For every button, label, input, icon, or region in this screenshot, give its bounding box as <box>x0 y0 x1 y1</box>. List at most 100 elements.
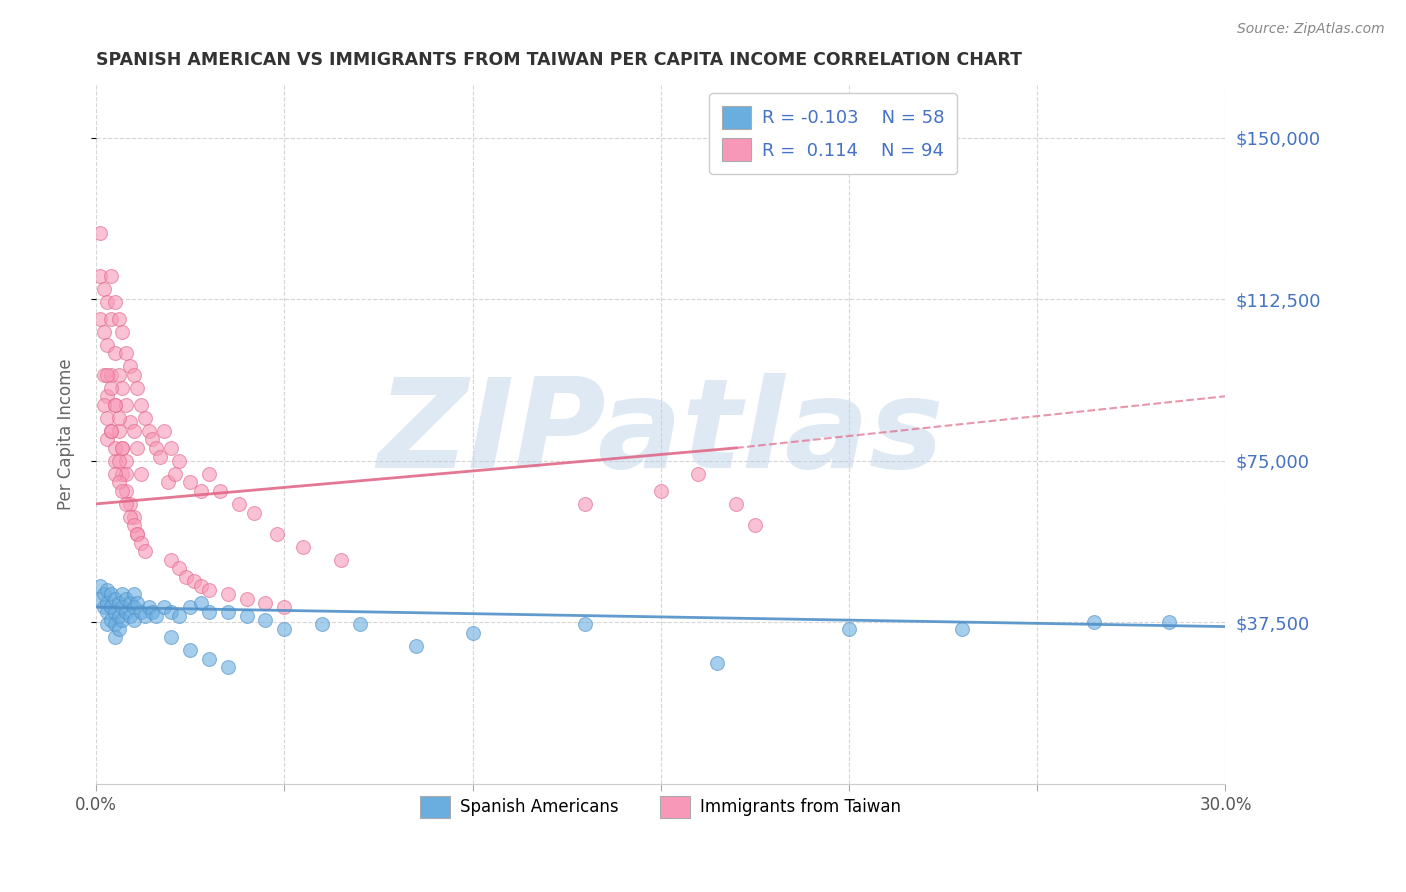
Point <box>104 294 127 309</box>
Point <box>96 433 118 447</box>
Point <box>179 643 201 657</box>
Point <box>176 570 198 584</box>
Point <box>93 368 115 382</box>
Y-axis label: Per Capita Income: Per Capita Income <box>58 358 75 509</box>
Point <box>118 359 141 373</box>
Point <box>950 622 973 636</box>
Text: SPANISH AMERICAN VS IMMIGRANTS FROM TAIWAN PER CAPITA INCOME CORRELATION CHART: SPANISH AMERICAN VS IMMIGRANTS FROM TAIW… <box>96 51 1022 69</box>
Point <box>129 605 152 619</box>
Point <box>141 433 163 447</box>
Point <box>111 441 134 455</box>
Point <box>198 467 221 481</box>
Point <box>141 605 163 619</box>
Point <box>111 467 134 481</box>
Point <box>107 454 129 468</box>
Point <box>254 613 277 627</box>
Point <box>145 608 167 623</box>
Point <box>292 540 315 554</box>
Point <box>167 561 190 575</box>
Point <box>107 475 129 490</box>
Point <box>179 475 201 490</box>
Text: ZIPatlas: ZIPatlas <box>377 374 943 494</box>
Point <box>145 441 167 455</box>
Point <box>152 424 174 438</box>
Point <box>118 415 141 429</box>
Point <box>134 608 156 623</box>
Point <box>209 483 232 498</box>
Point <box>156 475 179 490</box>
Point <box>134 410 156 425</box>
Point <box>93 325 115 339</box>
Text: Source: ZipAtlas.com: Source: ZipAtlas.com <box>1237 22 1385 37</box>
Point <box>100 311 122 326</box>
Point <box>127 596 149 610</box>
Point <box>838 622 860 636</box>
Point <box>311 617 333 632</box>
Point <box>243 506 266 520</box>
Point <box>183 574 205 589</box>
Point <box>118 509 141 524</box>
Point <box>190 596 212 610</box>
Point <box>115 591 138 606</box>
Point <box>198 582 221 597</box>
Point <box>122 613 145 627</box>
Point <box>122 600 145 615</box>
Point <box>122 509 145 524</box>
Point <box>100 381 122 395</box>
Point <box>574 497 596 511</box>
Point <box>228 497 250 511</box>
Point <box>115 605 138 619</box>
Point <box>111 600 134 615</box>
Point <box>96 368 118 382</box>
Point <box>118 497 141 511</box>
Point <box>93 282 115 296</box>
Point <box>688 467 710 481</box>
Point <box>93 600 115 615</box>
Point <box>104 617 127 632</box>
Point <box>650 483 672 498</box>
Point <box>104 591 127 606</box>
Point <box>235 591 257 606</box>
Point <box>104 398 127 412</box>
Point <box>107 596 129 610</box>
Point <box>93 398 115 412</box>
Point <box>160 631 183 645</box>
Point <box>107 424 129 438</box>
Point <box>706 656 728 670</box>
Point <box>134 544 156 558</box>
Point <box>235 608 257 623</box>
Point <box>100 268 122 283</box>
Point <box>744 518 766 533</box>
Point <box>160 605 183 619</box>
Point <box>104 605 127 619</box>
Point <box>100 368 122 382</box>
Point <box>104 346 127 360</box>
Point <box>165 467 187 481</box>
Point <box>89 579 111 593</box>
Point <box>405 639 427 653</box>
Point <box>100 613 122 627</box>
Point <box>167 608 190 623</box>
Point <box>129 535 152 549</box>
Point <box>118 608 141 623</box>
Point <box>217 660 239 674</box>
Point <box>461 626 484 640</box>
Point <box>100 424 122 438</box>
Point <box>127 527 149 541</box>
Point <box>96 582 118 597</box>
Point <box>111 613 134 627</box>
Point <box>96 617 118 632</box>
Point <box>198 605 221 619</box>
Point <box>115 398 138 412</box>
Point <box>89 268 111 283</box>
Point <box>93 587 115 601</box>
Point <box>118 596 141 610</box>
Point <box>107 622 129 636</box>
Point <box>127 441 149 455</box>
Point <box>160 441 183 455</box>
Point <box>127 527 149 541</box>
Point <box>190 483 212 498</box>
Point <box>100 587 122 601</box>
Point <box>1157 615 1180 630</box>
Point <box>104 441 127 455</box>
